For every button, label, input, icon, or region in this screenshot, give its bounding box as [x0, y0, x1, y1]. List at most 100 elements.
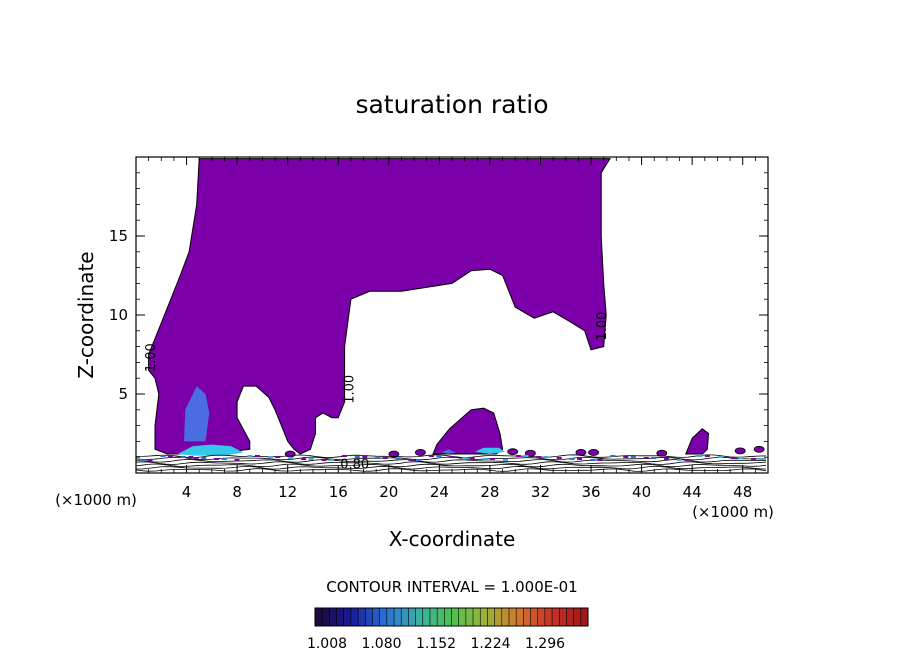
surface-fleck — [684, 459, 690, 461]
x-tick-label: 44 — [683, 483, 702, 501]
x-tick-label: 40 — [632, 483, 651, 501]
surface-blob — [753, 445, 765, 453]
surface-fleck — [221, 458, 227, 460]
x-tick-label: 12 — [278, 483, 297, 501]
surface-fleck — [623, 456, 629, 458]
surface-fleck — [267, 456, 273, 458]
colorbar-swatch — [422, 608, 431, 626]
contour-label: 0.80 — [340, 457, 369, 472]
colorbar-tick-labels: 1.008 1.080 1.152 1.224 1.296 — [307, 636, 565, 652]
surface-fleck — [751, 458, 757, 460]
surface-contour-line — [136, 461, 767, 465]
colorbar-swatch — [552, 608, 560, 626]
colorbar-swatch — [401, 608, 409, 626]
surface-blob — [734, 447, 746, 455]
colorbar-swatch — [494, 608, 503, 626]
x-tick-label: 48 — [733, 483, 752, 501]
surface-fleck — [677, 459, 682, 461]
colorbar-swatch — [444, 608, 452, 626]
surface-fleck — [515, 455, 521, 457]
surface-fleck — [375, 457, 381, 459]
colorbar-swatch — [487, 608, 495, 626]
y-axis-label: Z-coordinate — [74, 251, 98, 378]
surface-fleck — [147, 459, 153, 461]
surface-fleck — [301, 458, 307, 460]
region-inner-lobe — [184, 386, 210, 442]
surface-fleck — [234, 459, 240, 461]
region-right-blob — [685, 428, 710, 455]
colorbar-swatch — [530, 608, 539, 626]
surface-blob — [507, 448, 519, 456]
surface-fleck — [321, 459, 327, 461]
region-main-cloud — [148, 158, 611, 455]
y-tick-label: 5 — [118, 385, 128, 403]
colorbar-swatch — [408, 608, 416, 626]
colorbar-swatch — [322, 608, 330, 626]
surface-fleck — [730, 457, 736, 459]
surface-fleck — [569, 458, 575, 460]
surface-fleck — [523, 455, 529, 457]
x-axis-label: X-coordinate — [389, 527, 516, 551]
surface-contour-line — [136, 463, 767, 468]
surface-fleck — [630, 456, 636, 458]
surface-fleck — [758, 458, 764, 460]
surface-contour-line — [136, 465, 767, 470]
x-tick-label: 16 — [329, 483, 348, 501]
colorbar — [314, 607, 589, 627]
surface-contour-band — [136, 454, 767, 472]
colorbar-tick-label: 1.296 — [525, 636, 565, 652]
surface-fleck — [717, 456, 723, 458]
surface-fleck — [329, 459, 334, 461]
surface-fleck — [590, 459, 595, 461]
surface-fleck — [188, 456, 194, 458]
colorbar-swatch — [523, 608, 531, 626]
colorbar-swatch — [379, 608, 388, 626]
colorbar-frame — [314, 607, 589, 627]
surface-fleck — [395, 458, 401, 460]
surface-fleck — [556, 457, 562, 459]
surface-fleck — [651, 457, 657, 459]
y-tick-label: 10 — [109, 306, 128, 324]
surface-fleck — [503, 459, 508, 461]
surface-fleck — [697, 455, 703, 457]
x-tick-label: 8 — [232, 483, 242, 501]
surface-fleck — [214, 458, 220, 460]
x-tick-label: 4 — [182, 483, 192, 501]
x-axis-unit-right: (×1000 m) — [692, 503, 774, 521]
colorbar-swatch — [573, 608, 582, 626]
region-cyan-2 — [474, 447, 506, 454]
surface-fleck — [382, 457, 388, 459]
surface-blob — [656, 449, 668, 457]
chart-title: saturation ratio — [355, 90, 548, 119]
surface-contour-line — [136, 458, 767, 463]
colorbar-swatch — [544, 608, 553, 626]
colorbar-swatch — [465, 608, 474, 626]
surface-fleck — [201, 457, 207, 459]
surface-fleck — [597, 459, 603, 461]
surface-fleck — [180, 456, 186, 458]
colorbar-tick-label: 1.008 — [307, 636, 347, 652]
surface-fleck — [428, 455, 434, 457]
surface-fleck — [416, 459, 421, 461]
colorbar-swatch — [386, 608, 395, 626]
x-axis-unit-left: (×1000 m) — [55, 491, 137, 509]
surface-fleck — [362, 456, 368, 458]
surface-fleck — [408, 459, 414, 461]
contour-interval-label: CONTOUR INTERVAL = 1.000E-01 — [326, 578, 577, 596]
surface-fleck — [140, 459, 145, 461]
x-tick-label: 20 — [379, 483, 398, 501]
colorbar-swatch — [329, 608, 337, 626]
x-tick-label: 32 — [531, 483, 550, 501]
colorbar-swatch — [415, 608, 424, 626]
colorbar-swatch — [566, 608, 574, 626]
surface-fleck — [577, 458, 583, 460]
colorbar-swatch — [315, 608, 323, 626]
colorbar-swatch — [559, 608, 567, 626]
surface-fleck — [490, 458, 496, 460]
surface-blob — [414, 449, 426, 456]
surface-fleck — [704, 455, 710, 457]
surface-fleck — [193, 457, 199, 459]
surface-fleck — [664, 458, 670, 460]
surface-fleck — [160, 455, 166, 457]
colorbar-swatch — [343, 608, 352, 626]
